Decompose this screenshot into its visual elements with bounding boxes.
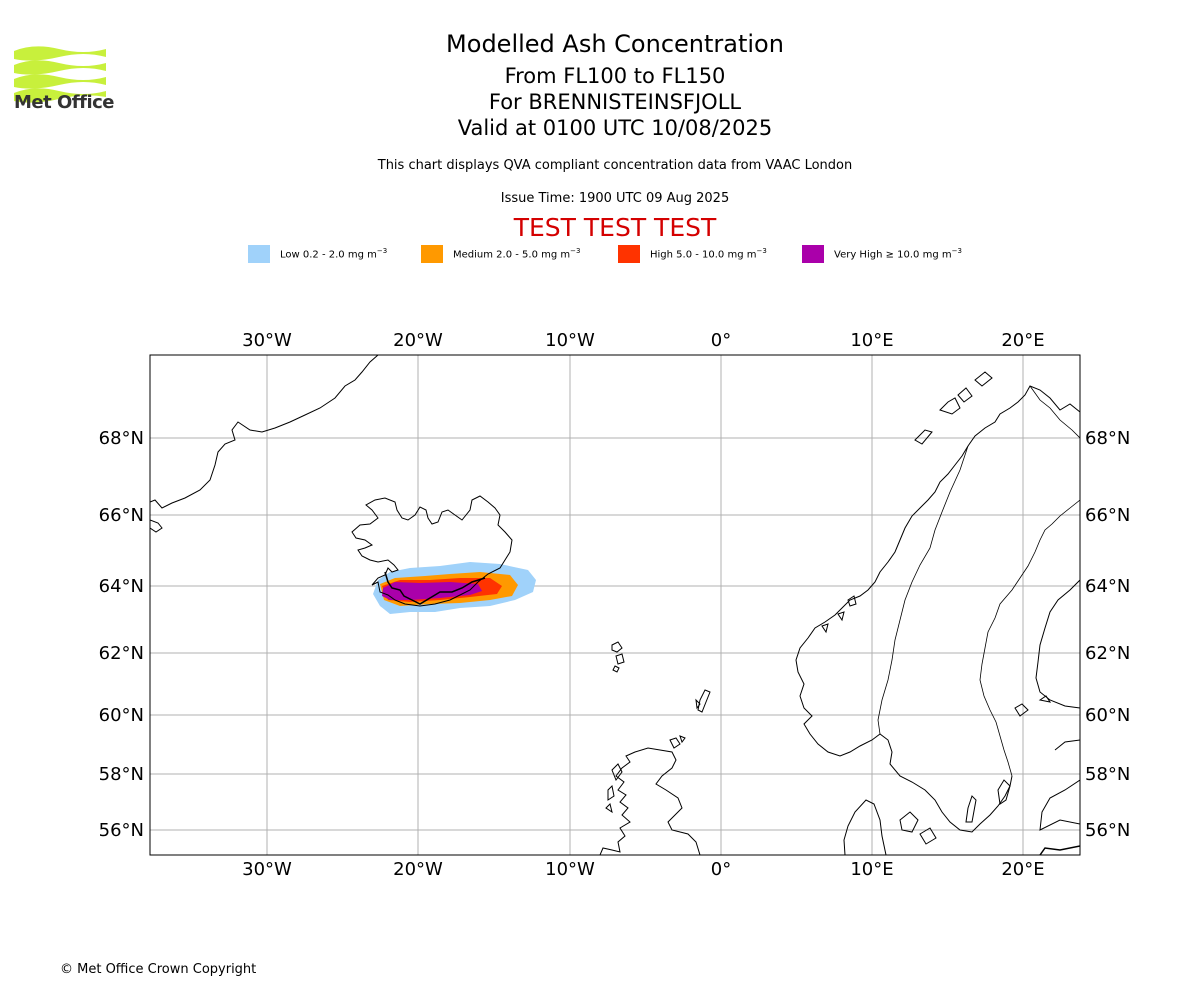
lat-label-right-56n: 56°N <box>1085 820 1130 841</box>
lon-label-top-0: 0° <box>711 330 731 351</box>
oland <box>965 795 977 823</box>
lat-label-right-68n: 68°N <box>1085 428 1130 449</box>
lat-label-left-62n: 62°N <box>99 643 144 664</box>
gotland <box>997 779 1011 805</box>
legend-swatch-very-high <box>802 245 824 263</box>
danish-islands <box>899 811 937 845</box>
chart-description: This chart displays QVA compliant concen… <box>377 158 853 173</box>
lon-label-top-20w: 20°W <box>393 330 443 351</box>
aland-islands <box>1014 695 1052 717</box>
legend-item-low: Low 0.2 - 2.0 mg m−3 <box>248 244 387 264</box>
lon-label-bottom-20e: 20°E <box>1001 859 1044 880</box>
lat-label-right-60n: 60°N <box>1085 705 1130 726</box>
greenland-islet <box>150 519 163 533</box>
legend-item-high: High 5.0 - 10.0 mg m−3 <box>618 244 767 264</box>
test-banner: TEST TEST TEST <box>513 213 717 242</box>
legend-label-high: High 5.0 - 10.0 mg m−3 <box>650 247 767 261</box>
lat-label-right-66n: 66°N <box>1085 505 1130 526</box>
copyright-notice: © Met Office Crown Copyright <box>60 962 257 977</box>
sweden-border <box>979 499 1080 777</box>
lon-label-bottom-20w: 20°W <box>393 859 443 880</box>
legend-item-medium: Medium 2.0 - 5.0 mg m−3 <box>421 244 580 264</box>
chart-title: Modelled Ash Concentration <box>446 30 784 58</box>
issue-time: Issue Time: 1900 UTC 09 Aug 2025 <box>500 191 730 206</box>
lat-label-left-64n: 64°N <box>99 576 144 597</box>
lat-label-left-58n: 58°N <box>99 764 144 785</box>
norway-coastline <box>795 385 1080 833</box>
lon-label-bottom-30w: 30°W <box>242 859 292 880</box>
greenland-coastline <box>150 355 379 509</box>
ash-region-very-high <box>382 582 482 600</box>
lon-label-top-20e: 20°E <box>1001 330 1044 351</box>
lon-label-bottom-10w: 10°W <box>545 859 595 880</box>
map-frame <box>149 354 1081 856</box>
lon-label-top-10e: 10°E <box>850 330 893 351</box>
norway-skerries <box>821 595 857 634</box>
lat-label-left-60n: 60°N <box>99 705 144 726</box>
legend-swatch-medium <box>421 245 443 263</box>
finland-coastline <box>1035 579 1080 709</box>
lon-label-bottom-0: 0° <box>711 859 731 880</box>
orkney-islands <box>669 735 686 749</box>
legend-item-very-high: Very High ≥ 10.0 mg m−3 <box>802 244 962 264</box>
lat-label-right-62n: 62°N <box>1085 643 1130 664</box>
denmark-coastline <box>843 799 887 855</box>
lat-label-left-56n: 56°N <box>99 820 144 841</box>
lon-label-bottom-10e: 10°E <box>850 859 893 880</box>
legend-label-very-high: Very High ≥ 10.0 mg m−3 <box>834 247 962 261</box>
valid-time: Valid at 0100 UTC 10/08/2025 <box>457 116 773 140</box>
lat-label-right-58n: 58°N <box>1085 764 1130 785</box>
hebrides <box>605 763 623 814</box>
legend-label-medium: Medium 2.0 - 5.0 mg m−3 <box>453 247 581 261</box>
norway-sweden-border <box>877 445 969 735</box>
lon-label-top-30w: 30°W <box>242 330 292 351</box>
iceland-inner-outline <box>384 571 486 605</box>
flight-level-range: From FL100 to FL150 <box>504 64 726 88</box>
lat-label-left-68n: 68°N <box>99 428 144 449</box>
lon-label-top-10w: 10°W <box>545 330 595 351</box>
estonia-coastline <box>1054 739 1080 751</box>
met-office-logo-text: Met Office <box>14 92 115 113</box>
shetland-islands <box>695 689 711 713</box>
latvia-coastline <box>1039 779 1080 831</box>
lat-label-left-66n: 66°N <box>99 505 144 526</box>
faroe-islands <box>611 641 625 673</box>
legend-swatch-low <box>248 245 270 263</box>
lofoten-islands <box>914 371 993 445</box>
map-gridlines <box>150 355 1080 855</box>
legend-label-low: Low 0.2 - 2.0 mg m−3 <box>280 247 388 261</box>
baltic-poland-coast <box>1039 845 1080 855</box>
scandinavian-mountains-border <box>1029 385 1080 439</box>
legend-swatch-high <box>618 245 640 263</box>
met-office-logo <box>14 46 106 103</box>
volcano-name: For BRENNISTEINSFJOLL <box>488 90 742 114</box>
scotland-coastline <box>599 747 701 855</box>
lat-label-right-64n: 64°N <box>1085 576 1130 597</box>
